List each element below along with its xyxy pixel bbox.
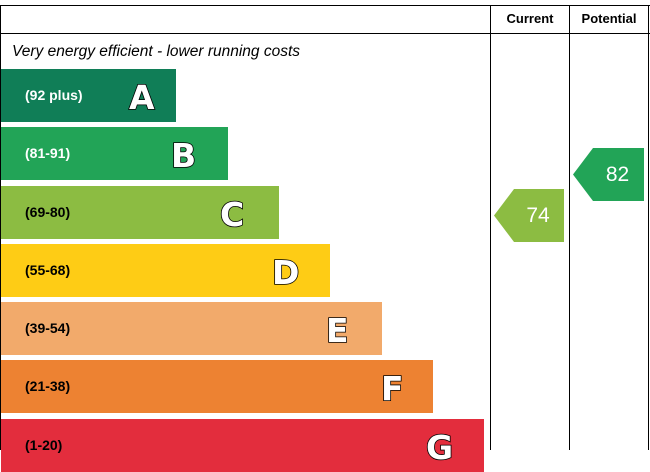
band-e: (39-54) E xyxy=(1,302,382,355)
top-border xyxy=(0,5,650,6)
band-range-label: (92 plus) xyxy=(25,87,83,103)
band-range-label: (21-38) xyxy=(25,378,71,394)
band-letter: E xyxy=(325,310,349,351)
right-border xyxy=(648,5,649,450)
band-b: (81-91) B xyxy=(1,127,228,180)
band-range-label: (1-20) xyxy=(25,437,63,453)
band-letter: C xyxy=(219,194,245,235)
potential-arrow-shape xyxy=(573,148,644,201)
band-g: (1-20) G xyxy=(1,419,484,472)
band-f: (21-38) F xyxy=(1,360,433,413)
current-arrow-shape xyxy=(494,189,564,242)
band-range-label: (39-54) xyxy=(25,320,71,336)
band-letter: G xyxy=(425,427,454,468)
band-a: (92 plus) A xyxy=(1,69,176,122)
left-border xyxy=(0,5,1,450)
header-divider xyxy=(0,33,650,34)
band-letter: D xyxy=(271,252,300,293)
current-column-divider xyxy=(490,5,491,450)
potential-column-header: Potential xyxy=(581,11,637,26)
current-column-header: Current xyxy=(506,11,554,26)
band-range-label: (81-91) xyxy=(25,145,71,161)
current-rating-arrow: 74 xyxy=(494,189,564,242)
band-letter: F xyxy=(380,368,404,409)
band-range-label: (55-68) xyxy=(25,262,71,278)
potential-rating-arrow: 82 xyxy=(573,148,644,201)
band-letter: A xyxy=(128,77,155,118)
band-range-label: (69-80) xyxy=(25,204,71,220)
band-letter: B xyxy=(170,135,197,176)
potential-rating-value: 82 xyxy=(605,163,630,186)
potential-column-divider xyxy=(569,5,570,450)
band-d: (55-68) D xyxy=(1,244,330,297)
band-c: (69-80) C xyxy=(1,186,279,239)
current-rating-value: 74 xyxy=(526,204,550,227)
top-efficiency-note: Very energy efficient - lower running co… xyxy=(12,43,301,60)
